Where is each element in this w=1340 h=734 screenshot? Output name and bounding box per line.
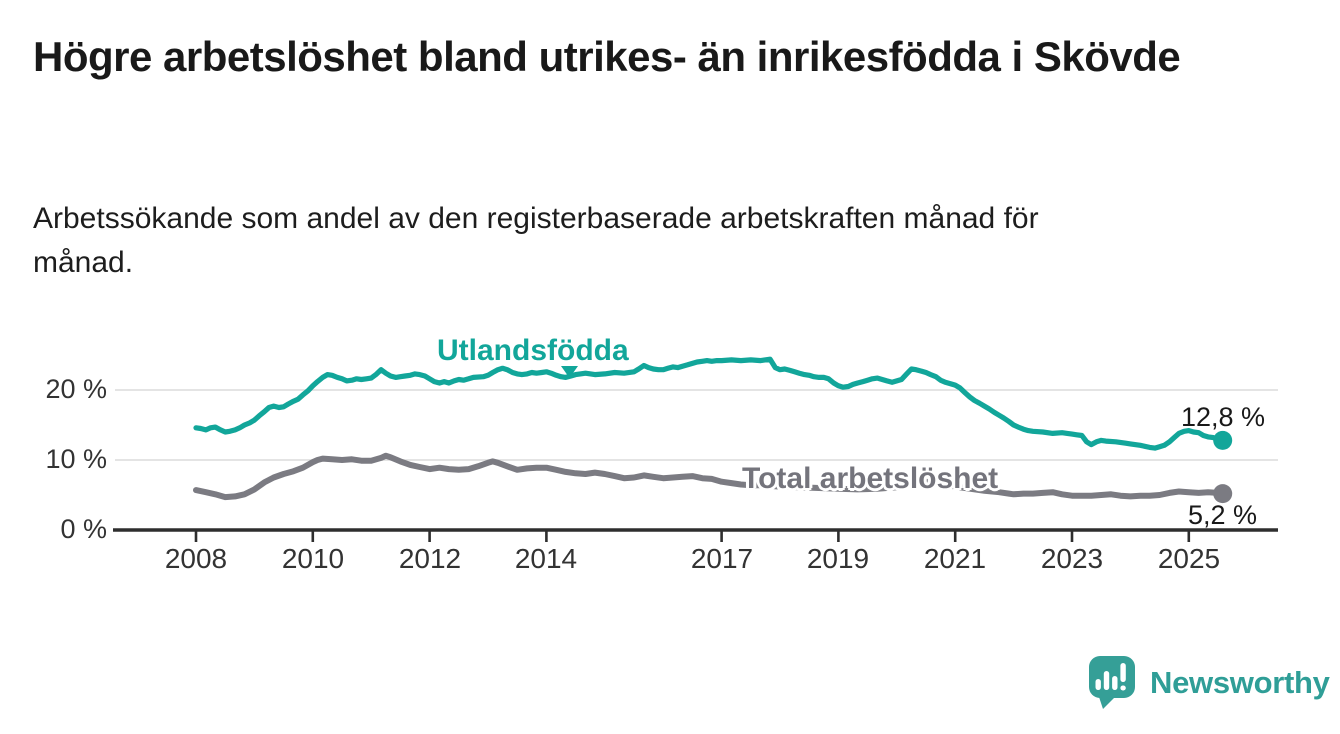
end-value-utlandsfodda: 12,8 % <box>1180 402 1265 432</box>
x-tick-label-2023: 2023 <box>1040 543 1104 574</box>
x-tick-label-2017: 2017 <box>690 543 754 574</box>
y-tick-label-10: 10 % <box>45 444 107 474</box>
label-pointer-arrow-icon <box>561 366 578 378</box>
page-title: Högre arbetslöshet bland utrikes- än inr… <box>33 33 1181 80</box>
y-tick-label-0: 0 % <box>60 514 107 544</box>
x-tick-label-2019: 2019 <box>806 543 870 574</box>
series-label-total-arbetsloshet: Total arbetslöshet <box>742 462 999 495</box>
chart-subtitle: Arbetssökande som andel av den registerb… <box>33 202 1039 279</box>
x-tick-label-2025: 2025 <box>1157 543 1221 574</box>
newsworthy-logo: Newsworthy <box>1086 654 1330 711</box>
utlandsfodda-end-dot <box>1213 430 1233 450</box>
newsworthy-brand-text: Newsworthy <box>1150 664 1330 700</box>
x-tick-label-2021: 2021 <box>923 543 987 574</box>
x-tick-label-2014: 2014 <box>514 543 578 574</box>
y-tick-label-20: 20 % <box>45 374 107 404</box>
newsworthy-speech-bubble-bar-chart-icon <box>1089 656 1135 709</box>
utlandsfodda-line <box>193 356 1226 451</box>
x-tick-label-2008: 2008 <box>164 543 228 574</box>
series-label-utlandsfodda: Utlandsfödda <box>437 334 629 367</box>
end-value-total: 5,2 % <box>1187 500 1257 530</box>
x-tick-label-2010: 2010 <box>281 543 345 574</box>
x-tick-label-2012: 2012 <box>398 543 462 574</box>
x-axis-ticks <box>194 530 1191 542</box>
total-end-dot <box>1213 484 1233 504</box>
total-arbetsloshet-line <box>193 452 1226 501</box>
